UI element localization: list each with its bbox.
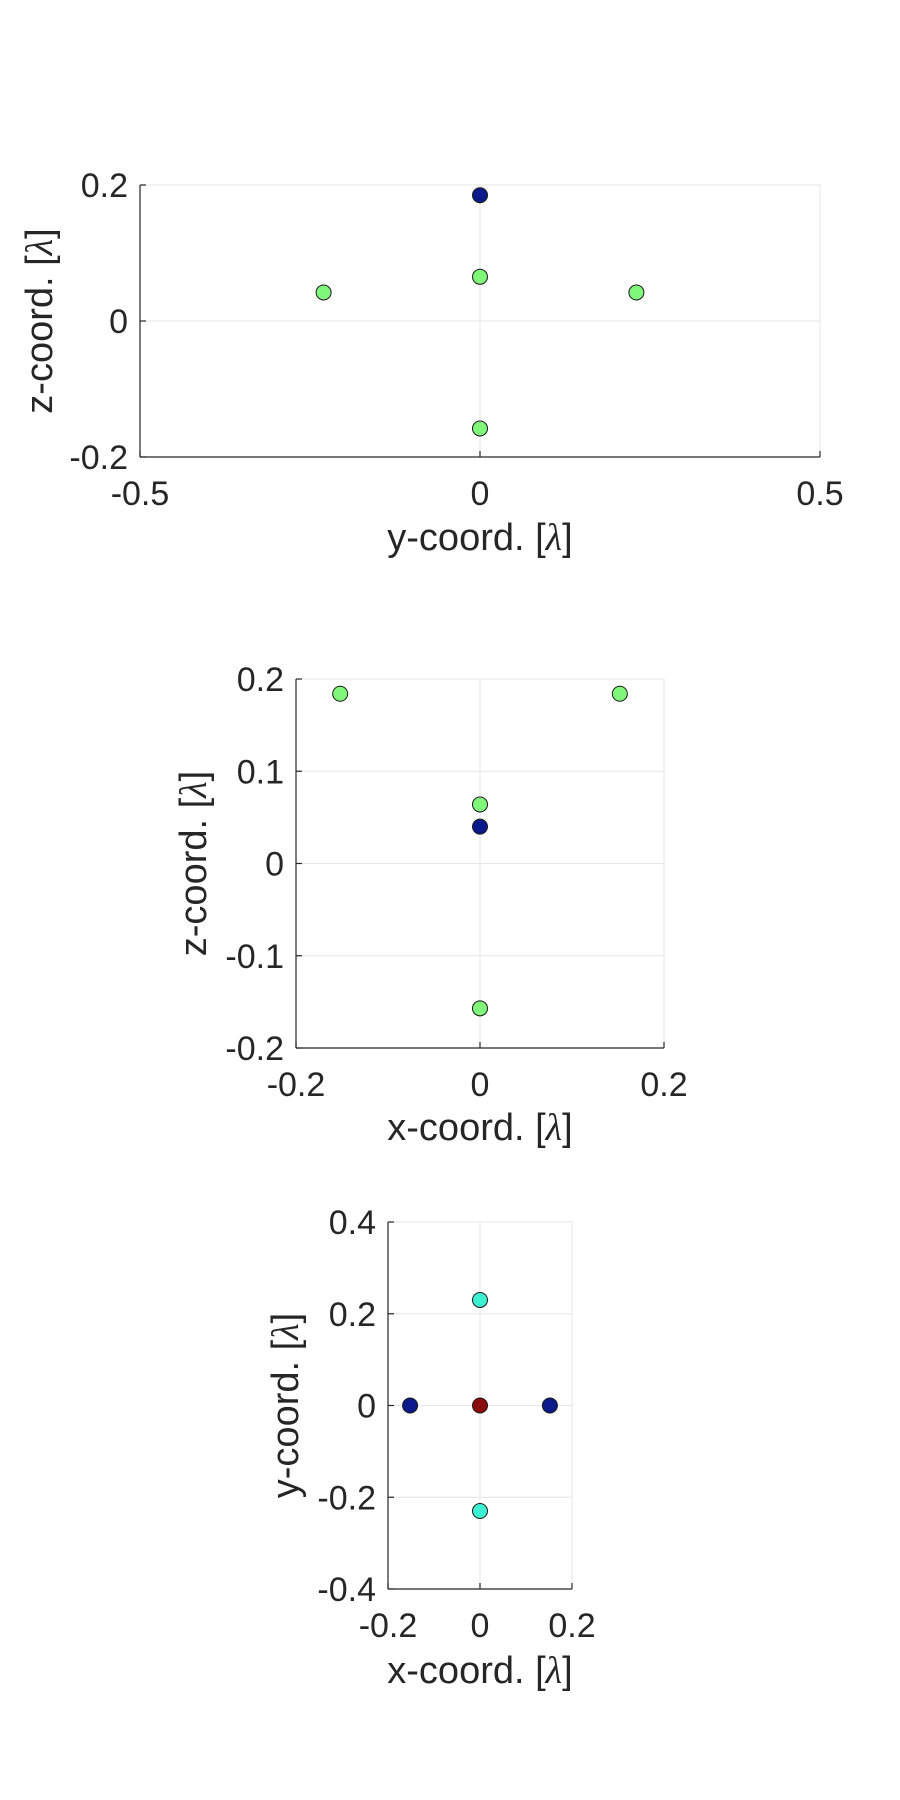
x-tick-label: 0.5 <box>796 475 843 513</box>
data-point-light-green <box>611 685 628 702</box>
plot-xz-projection: -0.2 0 0.2 -0.2 -0.1 0 0.1 0.2 x-coord. [λ] z-coo… <box>173 661 688 1149</box>
data-point-dark-blue <box>472 187 488 204</box>
x-tick-label: -0.2 <box>359 1607 418 1645</box>
y-tick-label: 0.4 <box>329 1204 376 1242</box>
plot-yz-projection: -0.5 0 0.5 -0.2 0 0.2 y-coord. [λ] z-coord. [λ] <box>19 167 844 559</box>
plot-xy-projection: -0.2 0 0.2-0.4-0.200.20.4x-coord. [λ]y-coo… <box>265 1204 596 1692</box>
x-tick-label: 0 <box>471 1607 490 1645</box>
y-tick-label: 0.2 <box>81 167 128 205</box>
plot-box-edge <box>388 1221 573 1589</box>
data-point-light-green <box>472 1000 488 1017</box>
data-point-light-green <box>472 420 488 437</box>
y-tick-label: -0.2 <box>69 439 128 477</box>
data-point-dark-red <box>472 1397 488 1414</box>
data-point-cyan <box>472 1503 488 1520</box>
x-axis-label: x-coord. [λ] <box>387 1650 572 1692</box>
x-axis-label: x-coord. [λ] <box>387 1107 572 1149</box>
data-point-dark-blue <box>402 1397 419 1414</box>
y-tick-label: -0.4 <box>317 1571 376 1609</box>
data-point-light-green <box>472 796 488 813</box>
data-point-light-green <box>332 685 349 702</box>
data-point-dark-blue <box>541 1397 558 1414</box>
data-point-light-green <box>472 268 488 285</box>
data-point-dark-blue <box>472 818 488 835</box>
y-axis-label: y-coord. [λ] <box>265 1313 307 1498</box>
x-axis-label: y-coord. [λ] <box>387 517 572 559</box>
x-tick-label: 0 <box>471 475 490 513</box>
y-tick-label: 0 <box>265 846 284 884</box>
y-axis-label: z-coord. [λ] <box>173 771 215 956</box>
y-tick-label: -0.2 <box>317 1479 376 1517</box>
data-point-light-green <box>628 284 645 301</box>
y-tick-label: 0 <box>109 303 128 341</box>
y-tick-label: 0.2 <box>329 1296 376 1334</box>
x-tick-label: -0.5 <box>111 475 170 513</box>
y-tick-label: 0.1 <box>237 753 284 791</box>
x-tick-label: 0.2 <box>640 1066 687 1104</box>
data-point-light-green <box>315 284 332 301</box>
y-tick-label: 0 <box>357 1388 376 1426</box>
x-tick-label: 0.2 <box>548 1607 595 1645</box>
plot-box-edge <box>140 184 821 457</box>
y-tick-label: -0.2 <box>225 1030 284 1068</box>
y-tick-label: -0.1 <box>225 938 284 976</box>
data-point-cyan <box>472 1291 488 1308</box>
x-tick-label: 0 <box>471 1066 490 1104</box>
y-tick-label: 0.2 <box>237 661 284 699</box>
plot-box-edge <box>296 678 665 1048</box>
x-tick-label: -0.2 <box>267 1066 326 1104</box>
y-axis-label: z-coord. [λ] <box>19 228 61 413</box>
